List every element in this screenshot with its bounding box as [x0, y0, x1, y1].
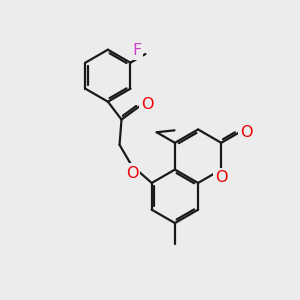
Text: F: F	[132, 43, 141, 58]
Text: O: O	[215, 170, 227, 185]
Text: O: O	[141, 97, 153, 112]
Text: O: O	[126, 166, 138, 181]
Text: O: O	[240, 125, 253, 140]
